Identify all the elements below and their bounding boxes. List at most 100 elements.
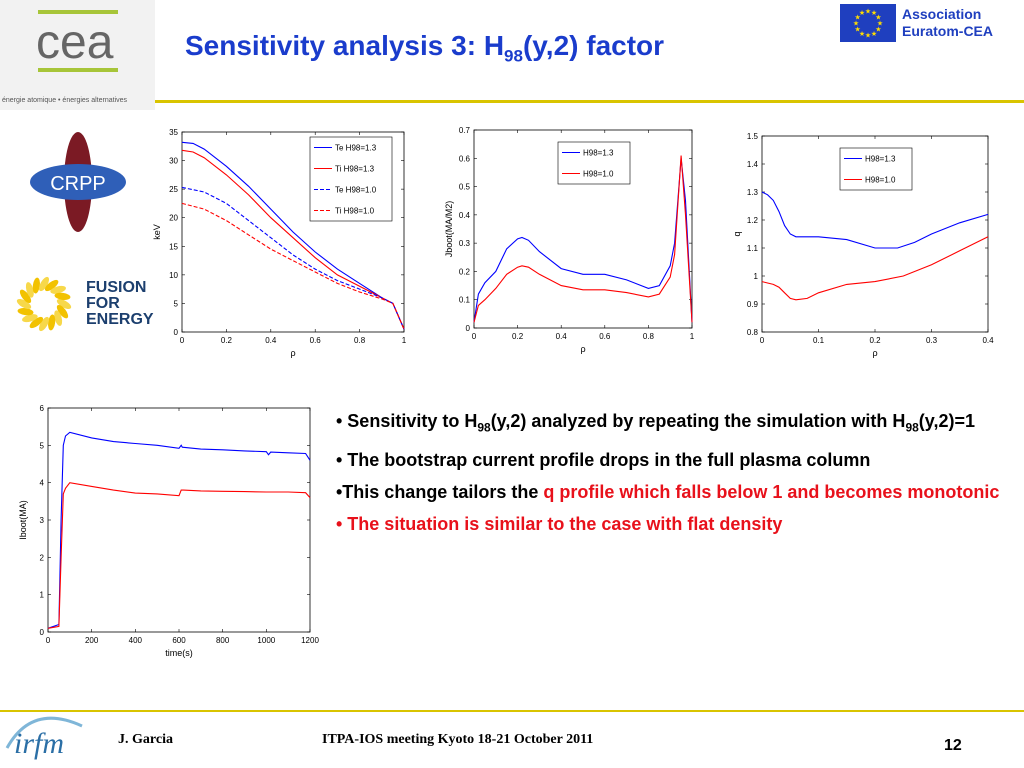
bullet-item: • The bootstrap current profile drops in… — [336, 444, 1011, 476]
y-tick-label: 0.5 — [459, 183, 471, 192]
bullet-item: • Sensitivity to H98(y,2) analyzed by re… — [336, 405, 1011, 444]
x-tick-label: 1 — [402, 336, 407, 345]
x-tick-label: 0.6 — [599, 332, 611, 341]
series-line — [181, 186, 405, 330]
temperature-chart: 0 0.2 0.4 0.6 0.8 1 0 5 10 15 20 25 30 35 ρ keV Te H98=1… — [150, 122, 420, 362]
x-tick-label: 0.2 — [869, 336, 881, 345]
eu-star-icon: ★ — [877, 20, 883, 28]
sun-petal — [56, 298, 72, 310]
x-tick-label: 0 — [760, 336, 765, 345]
ffe-line-1: FUSION — [86, 279, 147, 296]
series-line — [473, 155, 693, 323]
x-tick-label: 0 — [472, 332, 477, 341]
y-tick-label: 1.1 — [747, 244, 759, 253]
irfm-label: irfm — [14, 727, 64, 760]
eu-star-icon: ★ — [854, 14, 860, 22]
y-tick-label: 5 — [174, 299, 179, 308]
y-tick-label: 0.4 — [459, 211, 471, 220]
y-axis-label: Jboot(MA/M2) — [444, 201, 454, 258]
bullet-text-part: • Sensitivity to H — [336, 411, 478, 431]
x-tick-label: 0.8 — [354, 336, 366, 345]
iboot-time-chart: 0 200 400 600 800 1000 1200 0 1 2 3 4 5 6 time(s) Iboot… — [18, 398, 328, 663]
eu-star-icon: ★ — [865, 8, 871, 16]
x-tick-label: 0.4 — [982, 336, 994, 345]
y-tick-label: 0.7 — [459, 126, 471, 135]
plot-area — [47, 407, 311, 633]
eu-star-icon: ★ — [875, 14, 881, 22]
legend-label: Ti H98=1.0 — [335, 207, 375, 216]
bullet-item: •This change tailors the q profile which… — [336, 476, 1011, 508]
x-axis-label: ρ — [290, 348, 295, 358]
y-tick-label: 1 — [40, 591, 45, 600]
footer-meeting: ITPA-IOS meeting Kyoto 18-21 October 201… — [322, 732, 594, 747]
x-tick-label: 0 — [180, 336, 185, 345]
y-axis-label: Iboot(MA) — [18, 500, 28, 540]
y-tick-label: 25 — [169, 185, 178, 194]
x-tick-label: 0 — [46, 636, 51, 645]
legend-label: H98=1.0 — [583, 170, 614, 179]
series-line — [761, 236, 989, 301]
euratom-logo: ★ ★ ★ ★ ★ ★ ★ ★ ★ ★ ★ ★ Association Euratom-CEA — [840, 4, 1024, 44]
bullet-text-part: • The bootstrap current profile drops in… — [336, 449, 871, 470]
y-tick-label: 4 — [40, 479, 45, 488]
y-tick-label: 1.4 — [747, 160, 759, 169]
legend-box — [309, 136, 393, 222]
bullet-text-part: 98 — [477, 420, 491, 435]
x-tick-label: 1 — [690, 332, 695, 341]
y-tick-label: 0.3 — [459, 239, 471, 248]
crpp-logo: CRPP — [28, 130, 128, 235]
eu-star-icon: ★ — [865, 32, 871, 40]
header-divider — [155, 100, 1024, 103]
legend-box — [557, 141, 631, 185]
sun-petal — [56, 304, 69, 319]
eu-star-icon: ★ — [853, 20, 859, 28]
y-tick-label: 0 — [40, 628, 45, 637]
y-tick-label: 2 — [40, 553, 45, 562]
bullet-text-part: (y,2)=1 — [918, 411, 975, 431]
x-tick-label: 400 — [129, 636, 143, 645]
page-number: 12 — [944, 737, 962, 754]
series-line — [761, 191, 989, 249]
sun-petal — [19, 289, 32, 304]
y-tick-label: 15 — [169, 242, 178, 251]
sun-icon — [16, 276, 72, 332]
bullet-item: • The situation is similar to the case w… — [336, 508, 1011, 540]
cea-tagline: énergie atomique • énergies alternatives — [2, 97, 128, 104]
legend-box — [839, 147, 913, 191]
x-axis-label: time(s) — [165, 648, 193, 658]
sun-petal — [50, 285, 66, 294]
x-axis-label: ρ — [872, 348, 877, 358]
sun-petal — [54, 310, 63, 326]
x-tick-label: 0.4 — [556, 332, 568, 341]
cea-logo-graphic: cea — [36, 10, 118, 72]
y-tick-label: 0.9 — [747, 300, 759, 309]
y-tick-label: 1.2 — [747, 216, 759, 225]
x-tick-label: 200 — [85, 636, 99, 645]
fusion-for-energy-logo: FUSION FOR ENERGY — [12, 272, 154, 337]
footer-divider — [0, 710, 1024, 712]
sun-petal — [17, 308, 34, 316]
legend-label: Te H98=1.3 — [335, 144, 377, 153]
jboot-chart: 0 0.2 0.4 0.6 0.8 1 0 0.1 0.2 0.3 0.4 0.5 0.6 0.7 ρ Jbo… — [440, 120, 710, 365]
eu-star-icon: ★ — [859, 9, 865, 17]
y-tick-label: 0.2 — [459, 267, 471, 276]
y-tick-label: 1.3 — [747, 188, 759, 197]
x-tick-label: 0.1 — [813, 336, 825, 345]
y-tick-label: 6 — [40, 404, 45, 413]
x-tick-label: 1000 — [257, 636, 275, 645]
ffe-line-2: FOR — [86, 295, 120, 312]
association-line-1: Association — [902, 6, 982, 22]
sun-petal — [32, 277, 40, 294]
eu-star-icon: ★ — [875, 26, 881, 34]
legend-label: H98=1.3 — [865, 155, 896, 164]
y-axis-label: keV — [152, 224, 162, 240]
sun-petal — [29, 316, 44, 329]
page-title: Sensitivity analysis 3: H98(y,2) factor — [185, 30, 665, 66]
y-tick-label: 30 — [169, 157, 178, 166]
q-profile-chart: 0 0.1 0.2 0.3 0.4 0.8 0.9 1 1.1 1.2 1.3 1.4 1.5 ρ q H98… — [730, 128, 1005, 368]
association-line-2: Euratom-CEA — [902, 23, 994, 39]
bullet-text-part: q profile which falls below 1 and become… — [543, 481, 1000, 502]
sun-petal — [22, 314, 38, 323]
y-tick-label: 20 — [169, 214, 178, 223]
x-tick-label: 0.8 — [643, 332, 655, 341]
